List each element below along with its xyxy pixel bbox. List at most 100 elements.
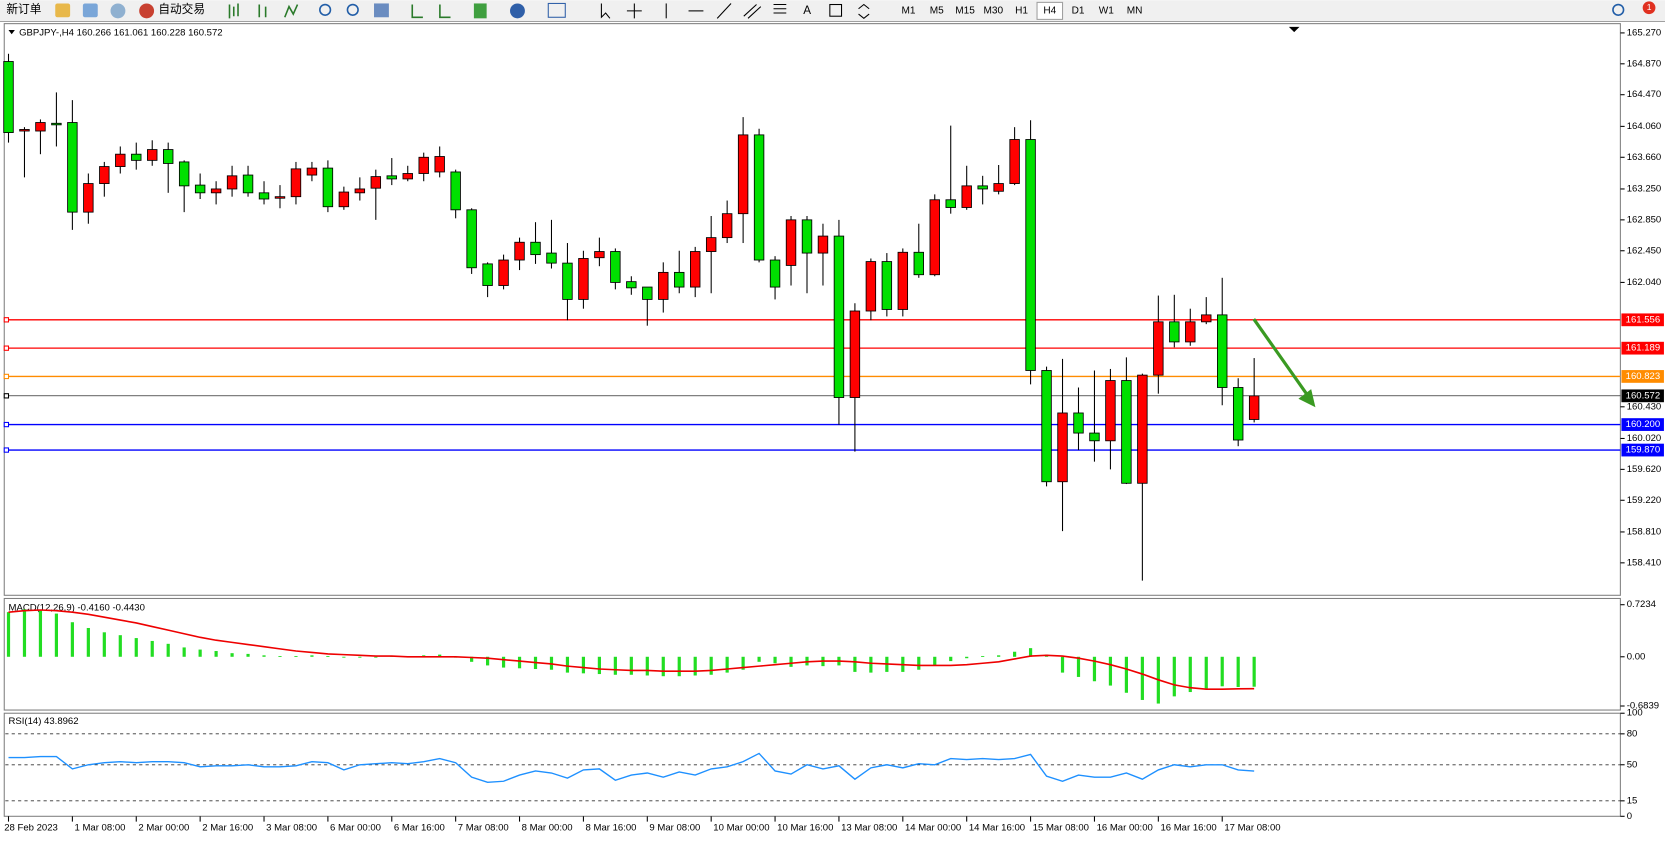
crosshair-button[interactable] <box>626 3 642 19</box>
candle-body <box>482 263 493 286</box>
candle-body <box>610 251 621 283</box>
candle-body <box>51 122 62 126</box>
shift-button[interactable] <box>439 4 451 19</box>
timeframe-button[interactable]: M30 <box>983 6 1003 17</box>
candle-body <box>562 262 573 300</box>
indicators-button[interactable] <box>473 3 487 19</box>
candle-body <box>1121 380 1132 484</box>
tile-button[interactable] <box>374 3 389 18</box>
timeframe-button[interactable]: M5 <box>930 6 944 17</box>
candle-body <box>67 122 78 213</box>
x-tick-label: 10 Mar 16:00 <box>777 823 833 834</box>
macd-bar <box>22 609 27 657</box>
x-tick-label: 2 Mar 16:00 <box>202 823 253 834</box>
macd-bar <box>725 656 729 673</box>
candle-body <box>865 261 877 312</box>
label-tool[interactable] <box>829 3 843 17</box>
toolbar-icon[interactable] <box>110 3 126 19</box>
scroll-button[interactable] <box>411 4 423 19</box>
macd-bar <box>757 656 761 662</box>
timeframes: M1 M5 M15 M30 H1 H4 D1 W1 MN <box>901 1 1143 20</box>
candle-body <box>322 167 334 208</box>
bar-chart-button[interactable] <box>228 3 239 19</box>
cursor-button[interactable] <box>600 3 611 19</box>
macd-bar <box>693 656 697 676</box>
candle-body <box>162 149 174 164</box>
timeframe-button[interactable]: M1 <box>901 6 915 17</box>
macd-bar <box>166 643 170 657</box>
candle-body <box>1232 387 1244 441</box>
toolbar-icon[interactable] <box>139 3 155 19</box>
zoom-out-button[interactable] <box>346 3 359 16</box>
zoom-in-button[interactable] <box>319 3 332 16</box>
candle-body <box>226 175 238 190</box>
fibo-button[interactable] <box>773 3 787 14</box>
x-tick-label: 6 Mar 00:00 <box>330 823 381 834</box>
timeframe-button[interactable]: M15 <box>955 6 975 17</box>
notification-badge[interactable] <box>1642 1 1656 15</box>
timeframe-button[interactable]: MN <box>1127 6 1143 17</box>
level-label: 159.870 <box>1626 445 1661 456</box>
timeframe-button[interactable]: W1 <box>1099 6 1115 17</box>
arrows-tool[interactable] <box>858 3 870 20</box>
x-tick-label: 14 Mar 16:00 <box>969 823 1025 834</box>
candle-body <box>131 153 142 161</box>
trendline-button[interactable] <box>716 3 732 19</box>
toolbar-icon[interactable] <box>55 3 71 18</box>
macd-bar <box>294 656 298 657</box>
candle-body <box>737 134 749 215</box>
x-tick-label: 2 Mar 00:00 <box>138 823 189 834</box>
new-order-button[interactable]: 新订单 <box>6 2 41 16</box>
auto-trading-button[interactable]: 自动交易 <box>158 2 205 16</box>
macd-bar <box>70 622 74 657</box>
level-label: 161.189 <box>1626 343 1661 354</box>
candle-body <box>99 166 110 184</box>
candle-body <box>19 129 30 132</box>
timeframe-button[interactable]: H1 <box>1015 6 1028 17</box>
macd-bar <box>310 655 314 657</box>
line-chart-button[interactable] <box>284 4 299 18</box>
candle-body <box>1073 412 1084 434</box>
toolbar-icon[interactable] <box>82 3 98 18</box>
macd-title: MACD(12,26,9) -0.4160 -0.4430 <box>9 603 145 614</box>
y-tick-label: 0.7234 <box>1627 599 1657 610</box>
toolbar <box>0 0 1665 22</box>
timeframe-button[interactable]: D1 <box>1072 6 1085 17</box>
macd-bar <box>230 653 234 657</box>
text-tool[interactable]: A <box>803 4 811 17</box>
candle-body <box>1009 139 1020 184</box>
candle-body <box>849 310 861 398</box>
candle-body <box>705 237 717 252</box>
macd-bar <box>501 656 506 668</box>
macd-bar <box>949 656 953 662</box>
macd-bar <box>517 656 522 669</box>
channel-button[interactable] <box>743 4 762 19</box>
candle-body <box>1248 395 1260 420</box>
macd-bar <box>709 656 713 675</box>
shift-marker <box>1288 26 1300 33</box>
candle-body <box>833 235 845 398</box>
periods-button[interactable] <box>510 3 525 19</box>
arrow <box>1252 318 1314 403</box>
macd-bar <box>1172 656 1176 697</box>
candle-body <box>1041 370 1052 483</box>
templates-button[interactable] <box>547 2 566 18</box>
level-label-box <box>1621 370 1664 383</box>
candle-button[interactable] <box>258 4 267 18</box>
macd-bar <box>965 656 969 659</box>
level-handle <box>3 393 10 399</box>
level-label: 161.556 <box>1626 314 1661 325</box>
candle-body <box>115 153 126 167</box>
y-tick-label: 163.660 <box>1627 152 1662 163</box>
active-timeframe <box>1036 1 1064 20</box>
search-button[interactable] <box>1612 3 1625 16</box>
macd-bar <box>1188 656 1192 693</box>
y-tick-label: 158.810 <box>1627 526 1662 537</box>
macd-bar <box>86 627 90 657</box>
macd-bar <box>581 656 586 674</box>
candle-body <box>642 286 653 300</box>
candle-body <box>977 185 988 190</box>
timeframe-button[interactable]: H4 <box>1043 6 1056 17</box>
